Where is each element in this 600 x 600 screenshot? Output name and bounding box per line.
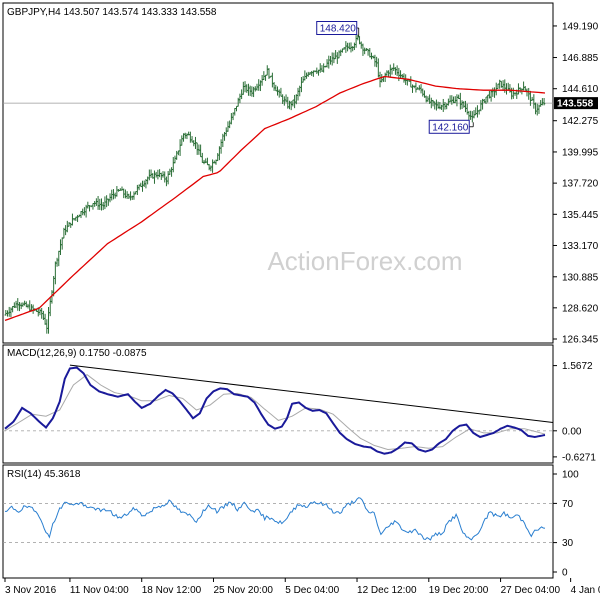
x-tick-label: 5 Dec 04:00 — [285, 585, 339, 596]
price-y-tick-label: 128.620 — [562, 303, 599, 314]
price-y-tick-label: 137.720 — [562, 179, 599, 190]
price-title: GBPJPY,H4 143.507 143.574 143.333 143.55… — [7, 7, 217, 18]
macd-y-tick-label: 0.00 — [562, 426, 582, 437]
price-layer: 149.190 146.885 144.610 142.275 139.995 137.7… — [3, 21, 599, 346]
x-axis: 3 Nov 2016 11 Nov 04:00 18 Nov 12:00 25 Nov… — [4, 578, 600, 596]
annotation-box — [316, 21, 358, 36]
price-y-tick-label: 135.445 — [562, 210, 599, 221]
last-price-label: 143.558 — [557, 99, 594, 110]
x-tick-label: 11 Nov 04:00 — [70, 585, 129, 596]
price-y-tick-label: 149.190 — [562, 21, 599, 32]
watermark: ActionForex.com — [267, 246, 462, 276]
rsi-layer: 100 70 30 0 — [3, 470, 579, 579]
rsi-title: RSI(14) 45.3618 — [7, 469, 81, 480]
price-y-tick-label: 130.885 — [562, 272, 599, 283]
macd-y-tick-label: -0.6271 — [562, 452, 596, 463]
price-y-tick-label: 142.275 — [562, 116, 599, 127]
last-price-tag — [554, 97, 598, 110]
macd-panel-frame — [2, 344, 554, 464]
price-y-tick-label: 139.995 — [562, 147, 599, 158]
x-tick-label: 19 Dec 20:00 — [429, 585, 489, 596]
x-tick-label: 12 Dec 12:00 — [357, 585, 417, 596]
rsi-panel-frame — [2, 464, 554, 579]
rsi-line — [5, 497, 546, 541]
macd-title: MACD(12,26,9) 0.1750 -0.0875 — [7, 348, 147, 359]
price-panel-frame — [2, 2, 554, 344]
moving-average-line — [4, 75, 546, 322]
macd-signal-line — [4, 373, 546, 451]
x-tick-label: 18 Nov 12:00 — [142, 585, 202, 596]
rsi-y-tick-label: 0 — [562, 568, 568, 579]
x-tick-label: 25 Nov 20:00 — [213, 585, 273, 596]
price-y-tick-label: 133.170 — [562, 241, 599, 252]
macd-layer: 1.5672 0.00 -0.6271 — [3, 361, 596, 463]
rsi-y-tick-label: 70 — [562, 499, 574, 510]
macd-line — [4, 366, 546, 455]
rsi-y-tick-label: 100 — [562, 470, 579, 481]
x-tick-label: 27 Dec 04:00 — [501, 585, 561, 596]
annotation-label: 142.160 — [432, 122, 469, 133]
x-tick-label: 3 Nov 2016 — [5, 585, 57, 596]
macd-y-tick-label: 1.5672 — [562, 361, 593, 372]
rsi-y-tick-label: 30 — [562, 538, 574, 549]
macd-trendline — [69, 364, 554, 423]
price-y-tick-label: 126.345 — [562, 335, 599, 346]
price-y-tick-label: 144.610 — [562, 84, 599, 95]
annotation-label: 148.420 — [320, 24, 357, 35]
x-tick-label: 4 Jan 00:00 — [571, 585, 600, 596]
annotation-box — [428, 119, 470, 134]
price-y-tick-label: 146.885 — [562, 53, 599, 64]
